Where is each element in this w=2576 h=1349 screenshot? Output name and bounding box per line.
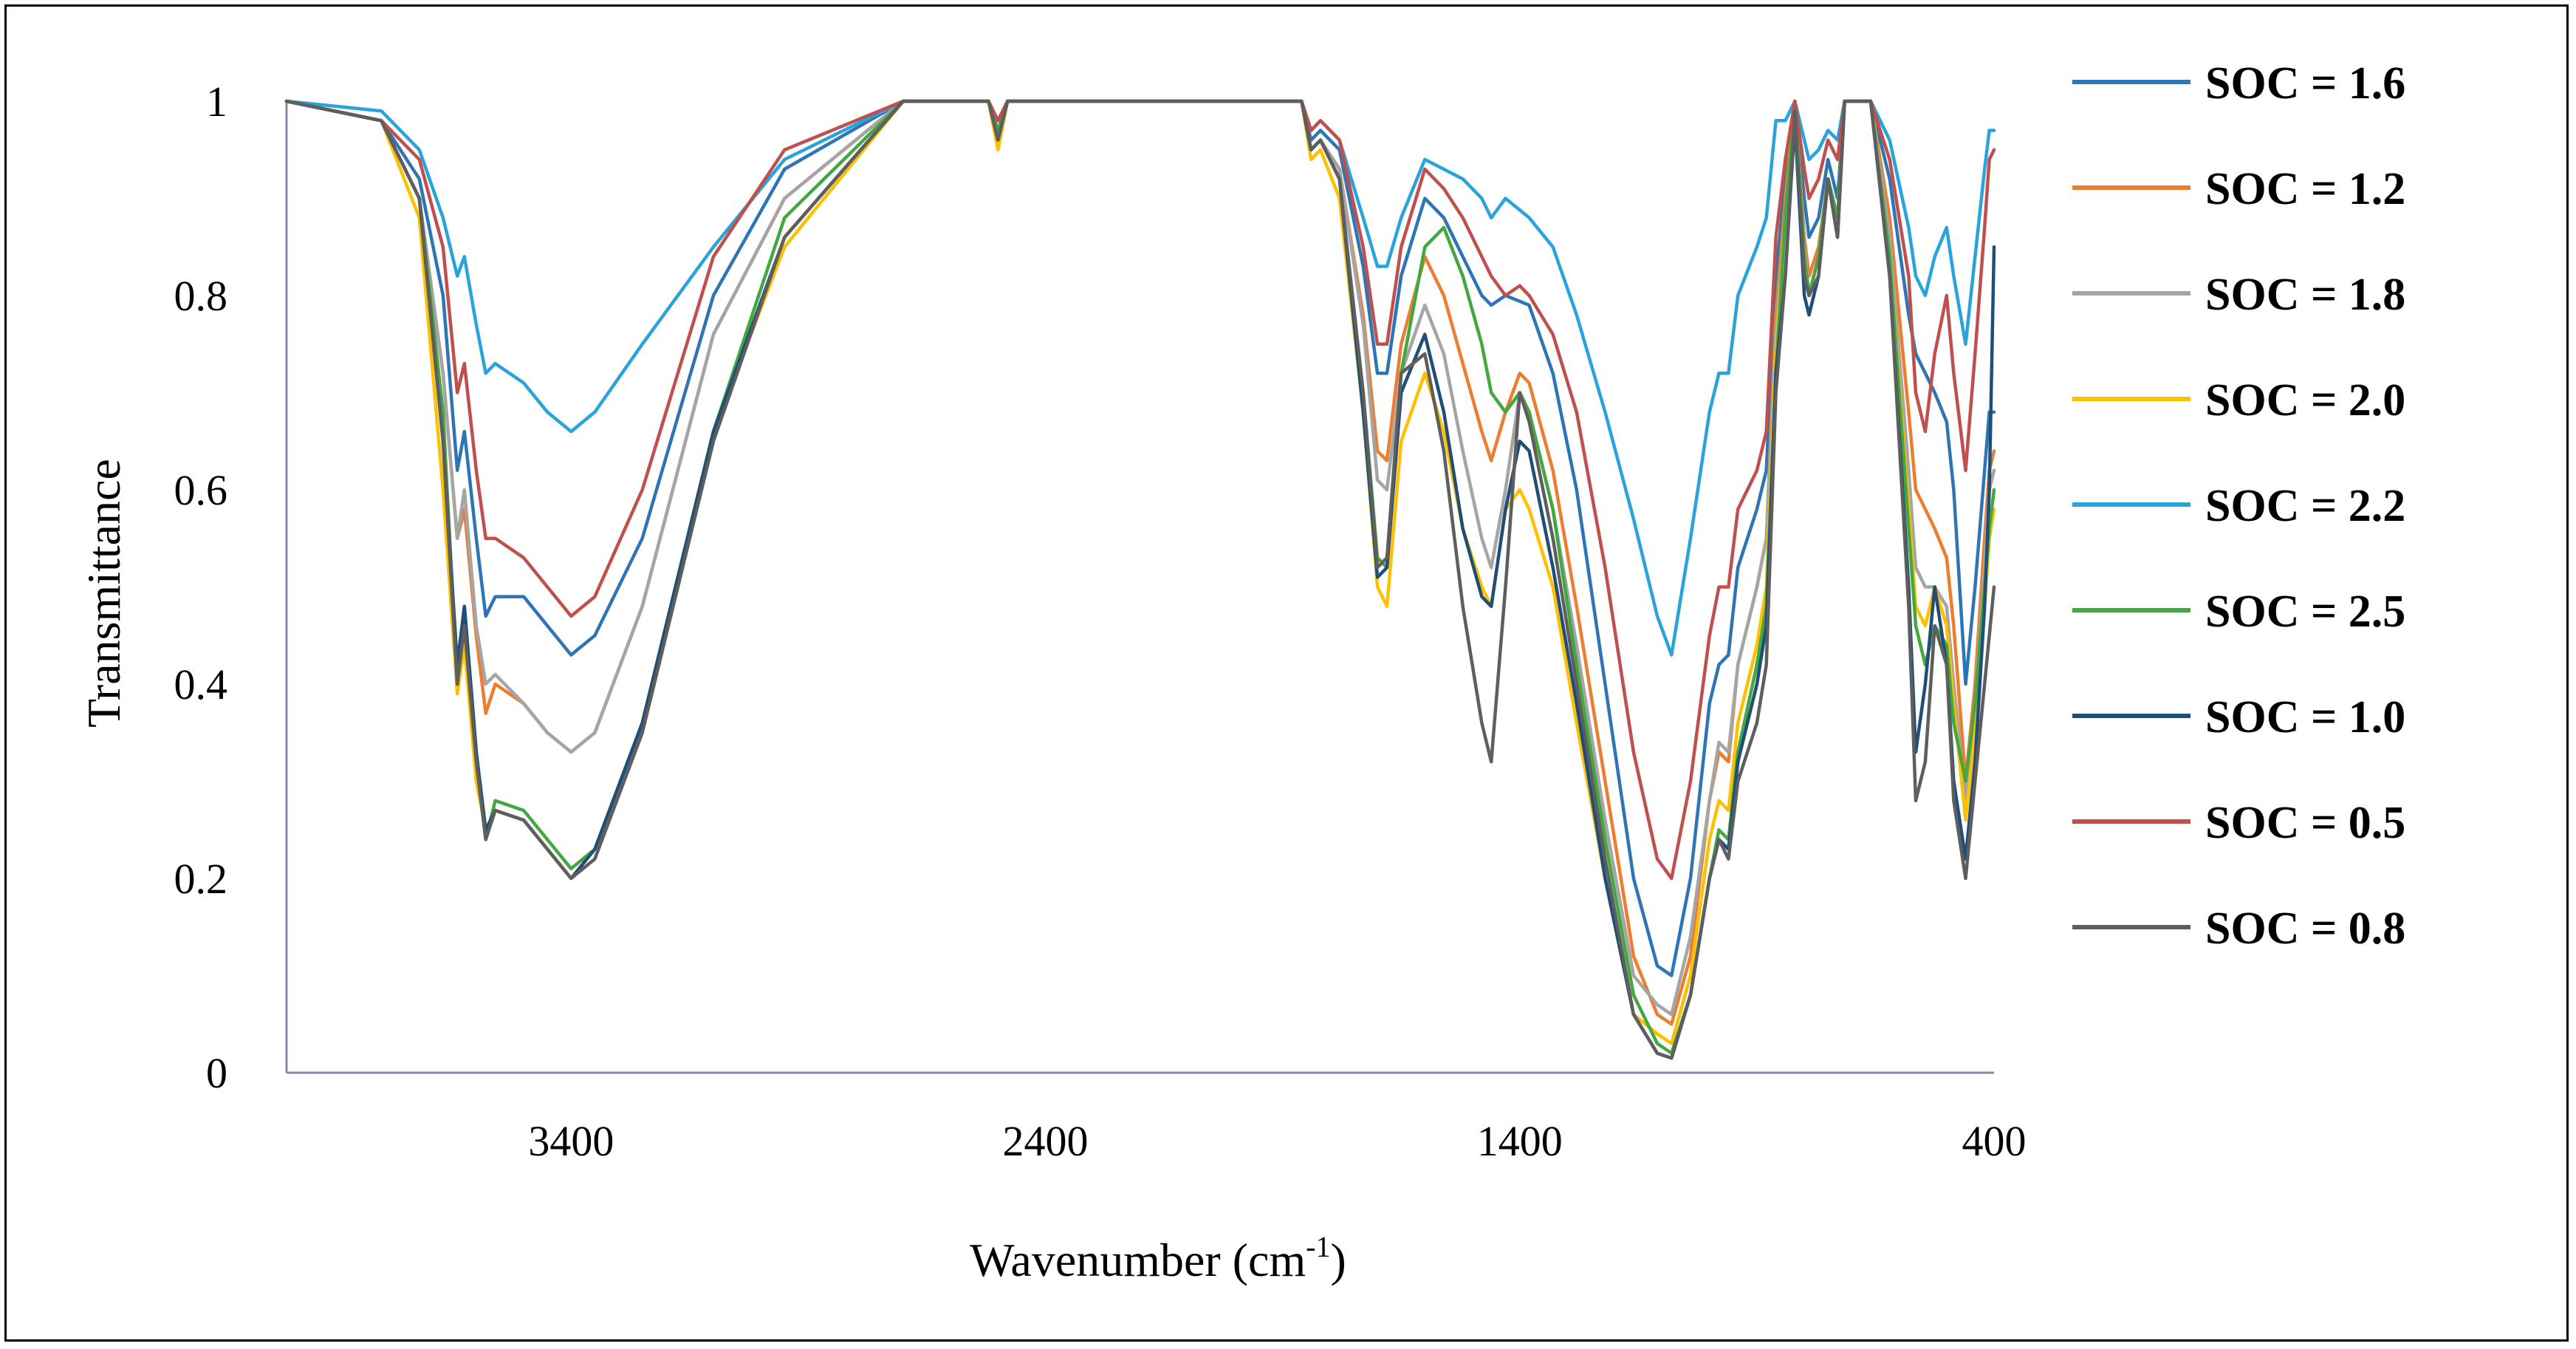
series-line-9 — [284, 99, 1996, 1060]
series-line-1 — [284, 99, 1996, 977]
ticks-layer: 0 0.2 0.4 0.6 0.8 1 3400 2400 1400 400 — [174, 78, 2027, 1165]
x-axis-title-main: Wavenumber (cm — [970, 1234, 1306, 1286]
y-tick-label: 0 — [206, 1049, 227, 1097]
x-axis-title: Wavenumber (cm-1) — [970, 1230, 1346, 1286]
legend-label: SOC = 2.2 — [2205, 481, 2405, 531]
axes-layer — [285, 101, 1994, 1074]
y-tick-label: 0.8 — [174, 272, 228, 320]
legend: SOC = 1.6 SOC = 1.2 SOC = 1.8 SOC = 2.0 SOC … — [2072, 58, 2405, 954]
series-line-3 — [284, 99, 1996, 1017]
x-axis-title-close: ) — [1331, 1234, 1346, 1286]
legend-label: SOC = 2.0 — [2205, 375, 2405, 426]
y-tick-label: 0.2 — [174, 855, 228, 903]
legend-label: SOC = 1.2 — [2205, 164, 2405, 214]
y-axis-title: Transmittance — [78, 459, 130, 728]
series-line-8 — [284, 99, 1996, 881]
y-tick-label: 1 — [206, 78, 227, 126]
x-tick-label: 2400 — [1003, 1117, 1089, 1165]
series-line-5 — [284, 99, 1996, 657]
legend-label: SOC = 0.8 — [2205, 904, 2405, 954]
x-tick-label: 400 — [1962, 1117, 2027, 1165]
x-tick-label: 1400 — [1477, 1117, 1563, 1165]
x-axis-title-sup: -1 — [1306, 1230, 1330, 1263]
legend-label: SOC = 2.5 — [2205, 587, 2405, 637]
x-tick-label: 3400 — [528, 1117, 614, 1165]
series-layer — [284, 99, 1996, 1060]
legend-label: SOC = 1.6 — [2205, 58, 2405, 109]
legend-label: SOC = 1.8 — [2205, 270, 2405, 320]
y-tick-label: 0.6 — [174, 466, 228, 514]
y-tick-label: 0.4 — [174, 660, 228, 708]
figure-frame — [4, 4, 2569, 1342]
legend-label: SOC = 0.5 — [2205, 798, 2405, 848]
legend-label: SOC = 1.0 — [2205, 692, 2405, 742]
